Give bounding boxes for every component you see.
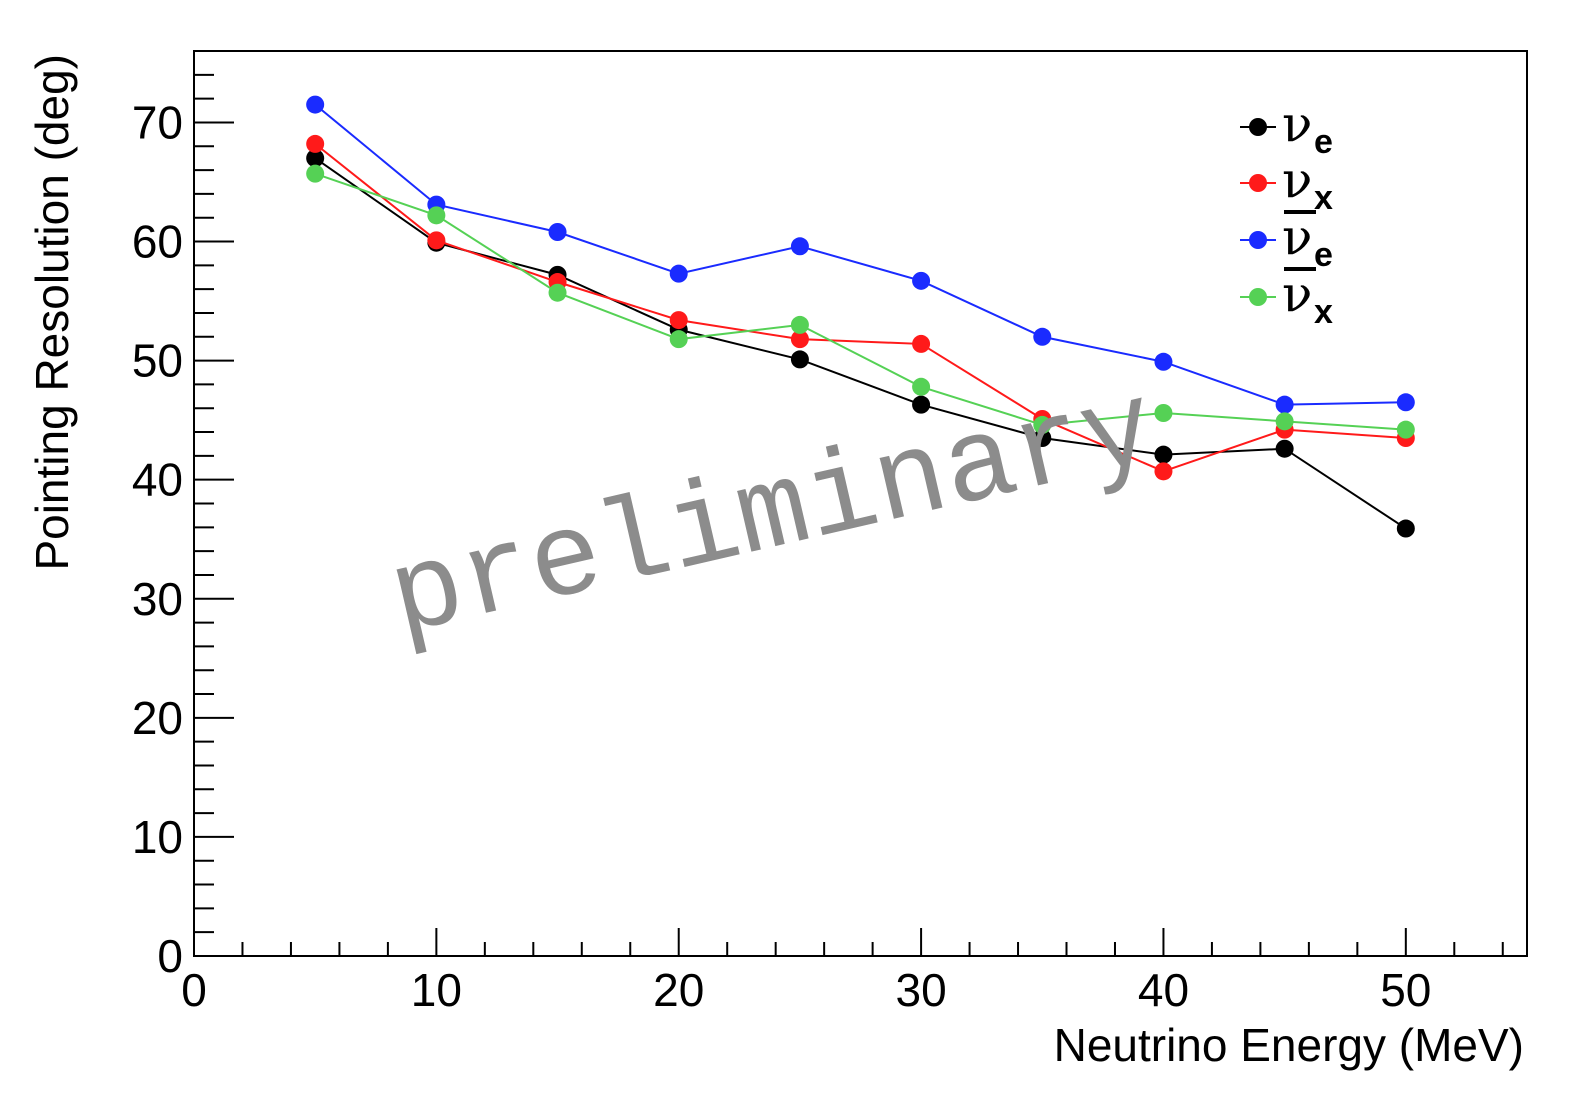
legend-symbol: ν xyxy=(1282,265,1312,323)
x-axis: 0 10 20 30 40 50 xyxy=(181,928,1504,1016)
legend-marker xyxy=(1249,231,1267,249)
y-tick-label: 60 xyxy=(132,216,183,268)
data-point xyxy=(790,330,809,349)
y-tick-label: 40 xyxy=(132,454,183,506)
series-line xyxy=(314,172,1406,431)
data-point xyxy=(912,271,931,290)
data-point xyxy=(1154,462,1173,481)
y-tick-label: 50 xyxy=(132,335,183,387)
y-axis-title: Pointing Resolution (deg) xyxy=(26,54,78,571)
data-point xyxy=(548,283,567,302)
data-point xyxy=(790,315,809,334)
x-tick-label: 30 xyxy=(896,964,947,1016)
legend-marker xyxy=(1249,288,1267,306)
y-tick-label: 70 xyxy=(132,96,183,148)
data-point xyxy=(1154,445,1173,464)
x-tick-label: 10 xyxy=(411,964,462,1016)
data-point xyxy=(912,395,931,414)
data-point xyxy=(1275,439,1294,458)
data-point xyxy=(669,311,688,330)
series-line xyxy=(314,103,1406,406)
data-point xyxy=(1396,420,1415,439)
legend-symbol: ν xyxy=(1282,95,1312,153)
series-4 xyxy=(306,164,1415,439)
legend-symbol: ν xyxy=(1282,151,1312,209)
legend-symbol: ν xyxy=(1282,208,1312,266)
data-point xyxy=(306,95,325,114)
data-point xyxy=(1033,415,1052,434)
data-point xyxy=(1396,519,1415,538)
x-tick-label: 40 xyxy=(1138,964,1189,1016)
data-point xyxy=(912,334,931,353)
data-point xyxy=(427,231,446,250)
x-tick-label: 0 xyxy=(181,964,207,1016)
series-3 xyxy=(306,95,1415,414)
legend-marker xyxy=(1249,174,1267,192)
x-axis-title: Neutrino Energy (MeV) xyxy=(1054,1019,1524,1071)
data-point xyxy=(1275,395,1294,414)
data-point xyxy=(1275,412,1294,431)
data-point xyxy=(790,350,809,369)
data-point xyxy=(427,206,446,225)
data-point xyxy=(548,223,567,241)
legend: ν eν xν eν x xyxy=(1240,95,1333,331)
watermark-text: preliminary xyxy=(379,363,1168,668)
data-point xyxy=(306,134,325,153)
data-point xyxy=(669,330,688,349)
data-point xyxy=(306,149,325,168)
data-point xyxy=(1154,352,1173,371)
data-point xyxy=(912,377,931,396)
series-line xyxy=(314,157,1407,530)
x-tick-label: 50 xyxy=(1380,964,1431,1016)
data-point xyxy=(1033,429,1052,448)
legend-subscript: e xyxy=(1314,236,1333,274)
data-point xyxy=(790,237,809,256)
data-point xyxy=(1154,404,1173,422)
legend-subscript: x xyxy=(1314,179,1333,217)
x-tick-label: 20 xyxy=(653,964,704,1016)
legend-marker xyxy=(1249,118,1267,136)
data-point xyxy=(1033,327,1052,346)
legend-subscript: e xyxy=(1314,123,1333,161)
data-point xyxy=(306,164,325,183)
y-axis: 0 10 20 30 40 50 60 70 xyxy=(132,50,234,982)
y-tick-label: 0 xyxy=(157,930,183,982)
series-layer xyxy=(306,95,1415,538)
y-tick-label: 10 xyxy=(132,811,183,863)
data-point xyxy=(669,264,688,283)
legend-subscript: x xyxy=(1314,293,1333,331)
series-line xyxy=(314,143,1406,473)
y-tick-label: 30 xyxy=(132,573,183,625)
data-point xyxy=(1396,393,1415,412)
y-tick-label: 20 xyxy=(132,692,183,744)
